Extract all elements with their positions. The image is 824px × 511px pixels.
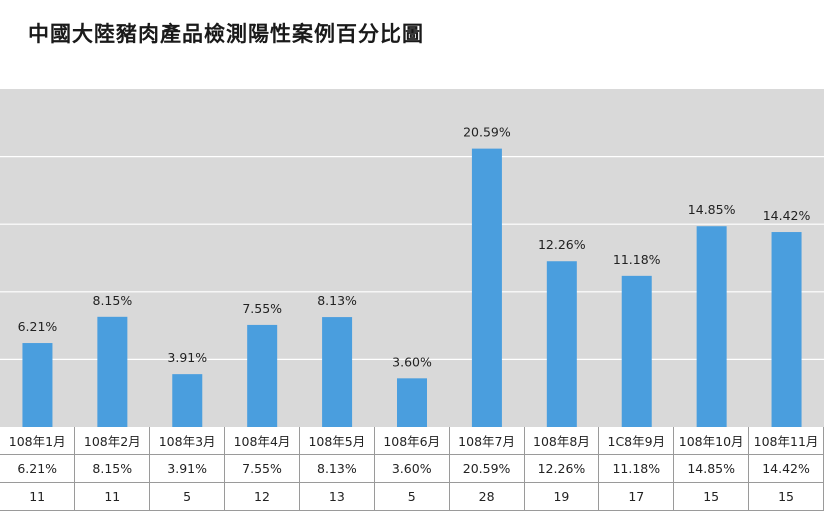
count-cell: 5: [373, 482, 450, 511]
count-cell: 13: [298, 482, 375, 511]
bar: [172, 374, 203, 427]
count-cell: 5: [149, 482, 226, 511]
value-cell: 3.91%: [149, 454, 226, 483]
bar: [621, 275, 652, 427]
value-cell: 7.55%: [224, 454, 300, 483]
category-cell: 108年2月: [74, 427, 151, 455]
category-cell: 108年5月: [298, 427, 375, 455]
data-label: 3.91%: [167, 350, 207, 365]
data-label: 7.55%: [242, 301, 282, 316]
bar: [97, 316, 128, 427]
data-label: 6.21%: [18, 319, 58, 334]
data-label: 12.26%: [538, 237, 586, 252]
count-cell: 11: [0, 482, 76, 511]
value-cell: 14.85%: [673, 454, 750, 483]
value-cell: 14.42%: [748, 454, 824, 483]
bar: [22, 343, 53, 427]
value-cell: 8.13%: [298, 454, 375, 483]
data-label: 8.15%: [93, 293, 133, 308]
bar: [771, 232, 802, 427]
plot-area: 6.21% 8.15% 3.91% 7.55% 8.13% 3.60% 20.59% 12.2…: [0, 89, 824, 427]
bar: [322, 317, 353, 427]
category-cell: 108年1月: [0, 427, 76, 455]
value-cell: 8.15%: [74, 454, 151, 483]
count-cell: 12: [224, 482, 300, 511]
value-cell: 3.60%: [373, 454, 450, 483]
category-cell: 108年6月: [373, 427, 450, 455]
value-row: 6.21% 8.15% 3.91% 7.55% 8.13% 3.60% 20.59% 12.2…: [0, 454, 824, 483]
count-cell: 28: [448, 482, 525, 511]
value-cell: 12.26%: [523, 454, 600, 483]
category-cell: 1C8年9月: [598, 427, 675, 455]
category-cell: 108年10月: [673, 427, 750, 455]
data-label: 20.59%: [463, 125, 511, 140]
value-cell: 20.59%: [448, 454, 525, 483]
data-label: 14.42%: [763, 208, 811, 223]
category-row: 108年1月 108年2月 108年3月 108年4月 108年5月 108年6月 108年…: [0, 427, 824, 455]
value-cell: 11.18%: [598, 454, 675, 483]
count-cell: 11: [74, 482, 151, 511]
data-label: 3.60%: [392, 354, 432, 369]
count-cell: 17: [598, 482, 675, 511]
chart-title: 中國大陸豬肉產品檢測陽性案例百分比圖: [28, 22, 424, 46]
bar: [397, 378, 427, 427]
data-label: 14.85%: [688, 202, 736, 217]
category-cell: 108年4月: [224, 427, 300, 455]
category-cell: 108年8月: [523, 427, 600, 455]
bar: [696, 226, 727, 427]
bar: [471, 148, 502, 427]
count-cell: 15: [673, 482, 750, 511]
bar: [247, 324, 278, 427]
category-cell: 108年11月: [748, 427, 824, 455]
bar-chart: 6.21% 8.15% 3.91% 7.55% 8.13% 3.60% 20.59% 12.2…: [0, 125, 824, 427]
count-cell: 15: [748, 482, 824, 511]
data-label: 11.18%: [613, 252, 661, 267]
data-label: 8.13%: [317, 293, 357, 308]
category-cell: 108年3月: [149, 427, 226, 455]
category-cell: 108年7月: [448, 427, 525, 455]
count-row: 11 11 5 12 13 5 28 19 17 15 15: [0, 482, 824, 511]
data-table: 108年1月 108年2月 108年3月 108年4月 108年5月 108年6月 108年…: [0, 427, 824, 511]
bar: [546, 261, 577, 427]
value-cell: 6.21%: [0, 454, 76, 483]
count-cell: 19: [523, 482, 600, 511]
